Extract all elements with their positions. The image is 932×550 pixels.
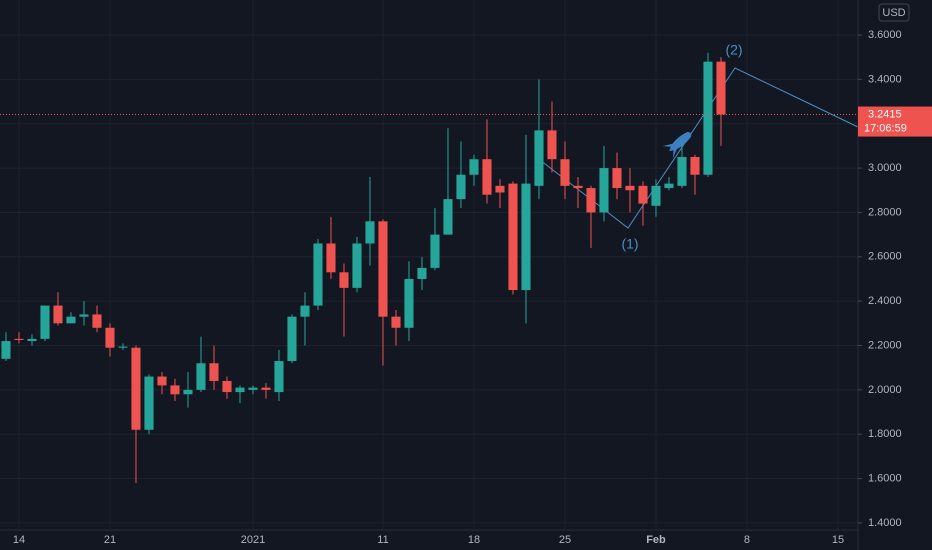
currency: USD <box>882 7 905 19</box>
x-tick-label: Feb <box>646 534 666 546</box>
y-tick-label: 1.4000 <box>868 517 902 529</box>
candle-body <box>27 338 37 342</box>
candle-body <box>612 168 622 189</box>
x-tick-label: 2021 <box>241 534 265 546</box>
candle-body <box>560 159 570 186</box>
countdown: 17:06:59 <box>864 122 907 134</box>
currency-box <box>878 3 910 22</box>
candle-body <box>170 385 180 395</box>
wave-label: (1) <box>621 236 638 252</box>
candle-body <box>209 363 219 381</box>
candle-body <box>313 243 323 306</box>
candle-body <box>352 243 362 288</box>
candle-body <box>53 305 63 324</box>
candle-body <box>430 234 440 268</box>
candle-body <box>287 316 297 362</box>
candle-body <box>651 185 661 206</box>
candle-body <box>92 314 102 328</box>
candle-body <box>443 199 453 235</box>
candle-body <box>664 183 674 189</box>
candle-body <box>703 61 713 175</box>
candle-body <box>391 316 401 328</box>
y-tick-label: 1.6000 <box>868 472 902 484</box>
y-tick-label: 2.8000 <box>868 206 902 218</box>
candle-body <box>326 243 336 273</box>
grid <box>0 0 858 530</box>
candle-body <box>417 267 427 279</box>
candle-body <box>677 157 687 186</box>
candle-body <box>339 272 349 288</box>
y-tick-label: 3.0000 <box>868 162 902 174</box>
last-price-box <box>858 106 932 137</box>
y-tick-label: 2.4000 <box>868 295 902 307</box>
candle-body <box>222 380 232 393</box>
rocket-icon <box>662 131 692 159</box>
candle-body <box>456 174 466 200</box>
x-tick-label: 14 <box>13 534 25 546</box>
wave-label: (2) <box>725 42 742 58</box>
y-tick-label: 3.4000 <box>868 73 902 85</box>
candle-body <box>196 363 206 390</box>
candle-body <box>105 327 115 348</box>
candle-body <box>248 387 258 390</box>
candle-body <box>586 188 596 213</box>
x-tick-label: 8 <box>744 534 750 546</box>
candle-body <box>547 130 557 160</box>
candle-body <box>521 183 531 291</box>
candle-body <box>274 361 284 393</box>
candle-body <box>79 314 89 317</box>
y-tick-label: 3.6000 <box>868 29 902 41</box>
x-tick-label: 25 <box>559 534 571 546</box>
candle-body <box>1 341 11 359</box>
x-tick-label: 21 <box>104 534 116 546</box>
candle-body <box>625 185 635 191</box>
candle-body <box>261 387 271 390</box>
candle-body <box>118 346 128 348</box>
candle-body <box>235 387 245 393</box>
x-tick-label: 18 <box>468 534 480 546</box>
candle-body <box>365 221 375 244</box>
candle-body <box>599 168 609 213</box>
candles <box>1 52 726 483</box>
last-price-label: 3.2415 <box>868 108 902 120</box>
y-tick-label: 2.6000 <box>868 251 902 263</box>
candle-body <box>300 305 310 317</box>
candle-body <box>508 183 518 291</box>
y-tick-label: 2.2000 <box>868 339 902 351</box>
candle-body <box>469 159 479 175</box>
candle-body <box>716 61 726 115</box>
candle-body <box>183 389 193 395</box>
candle-body <box>378 221 388 317</box>
candle-body <box>482 159 492 195</box>
candle-body <box>131 347 141 430</box>
y-tick-label: 1.8000 <box>868 428 902 440</box>
candle-body <box>157 376 167 386</box>
candle-body <box>690 157 700 175</box>
candle-body <box>66 316 76 324</box>
y-tick-label: 2.0000 <box>868 384 902 396</box>
candle-body <box>144 376 154 430</box>
candle-body <box>495 185 505 193</box>
x-tick-label: 15 <box>832 534 844 546</box>
x-tick-label: 11 <box>377 534 388 546</box>
candle-body <box>404 278 414 328</box>
candle-body <box>573 185 583 189</box>
candle-body <box>14 338 24 340</box>
candle-body <box>40 305 50 339</box>
candle-body <box>638 185 648 204</box>
candle-body <box>534 130 544 186</box>
